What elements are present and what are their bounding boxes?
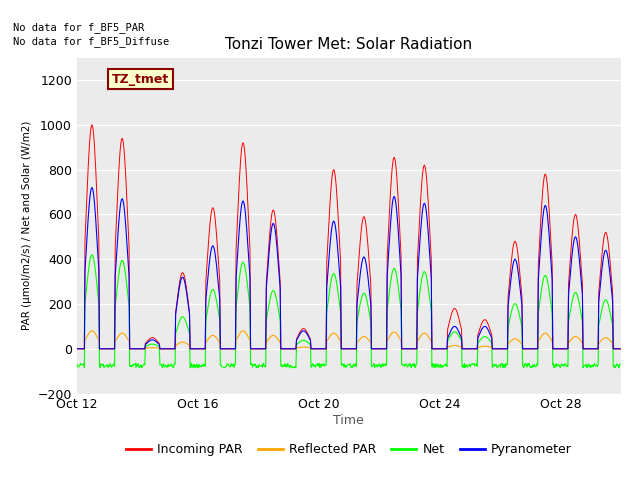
- Text: No data for f_BF5_Diffuse: No data for f_BF5_Diffuse: [13, 36, 169, 47]
- Text: TZ_tmet: TZ_tmet: [112, 73, 170, 86]
- Y-axis label: PAR (μmol/m2/s) / Net and Solar (W/m2): PAR (μmol/m2/s) / Net and Solar (W/m2): [22, 121, 32, 330]
- Text: No data for f_BF5_PAR: No data for f_BF5_PAR: [13, 22, 144, 33]
- Title: Tonzi Tower Met: Solar Radiation: Tonzi Tower Met: Solar Radiation: [225, 37, 472, 52]
- Legend: Incoming PAR, Reflected PAR, Net, Pyranometer: Incoming PAR, Reflected PAR, Net, Pyrano…: [121, 438, 577, 461]
- X-axis label: Time: Time: [333, 414, 364, 427]
